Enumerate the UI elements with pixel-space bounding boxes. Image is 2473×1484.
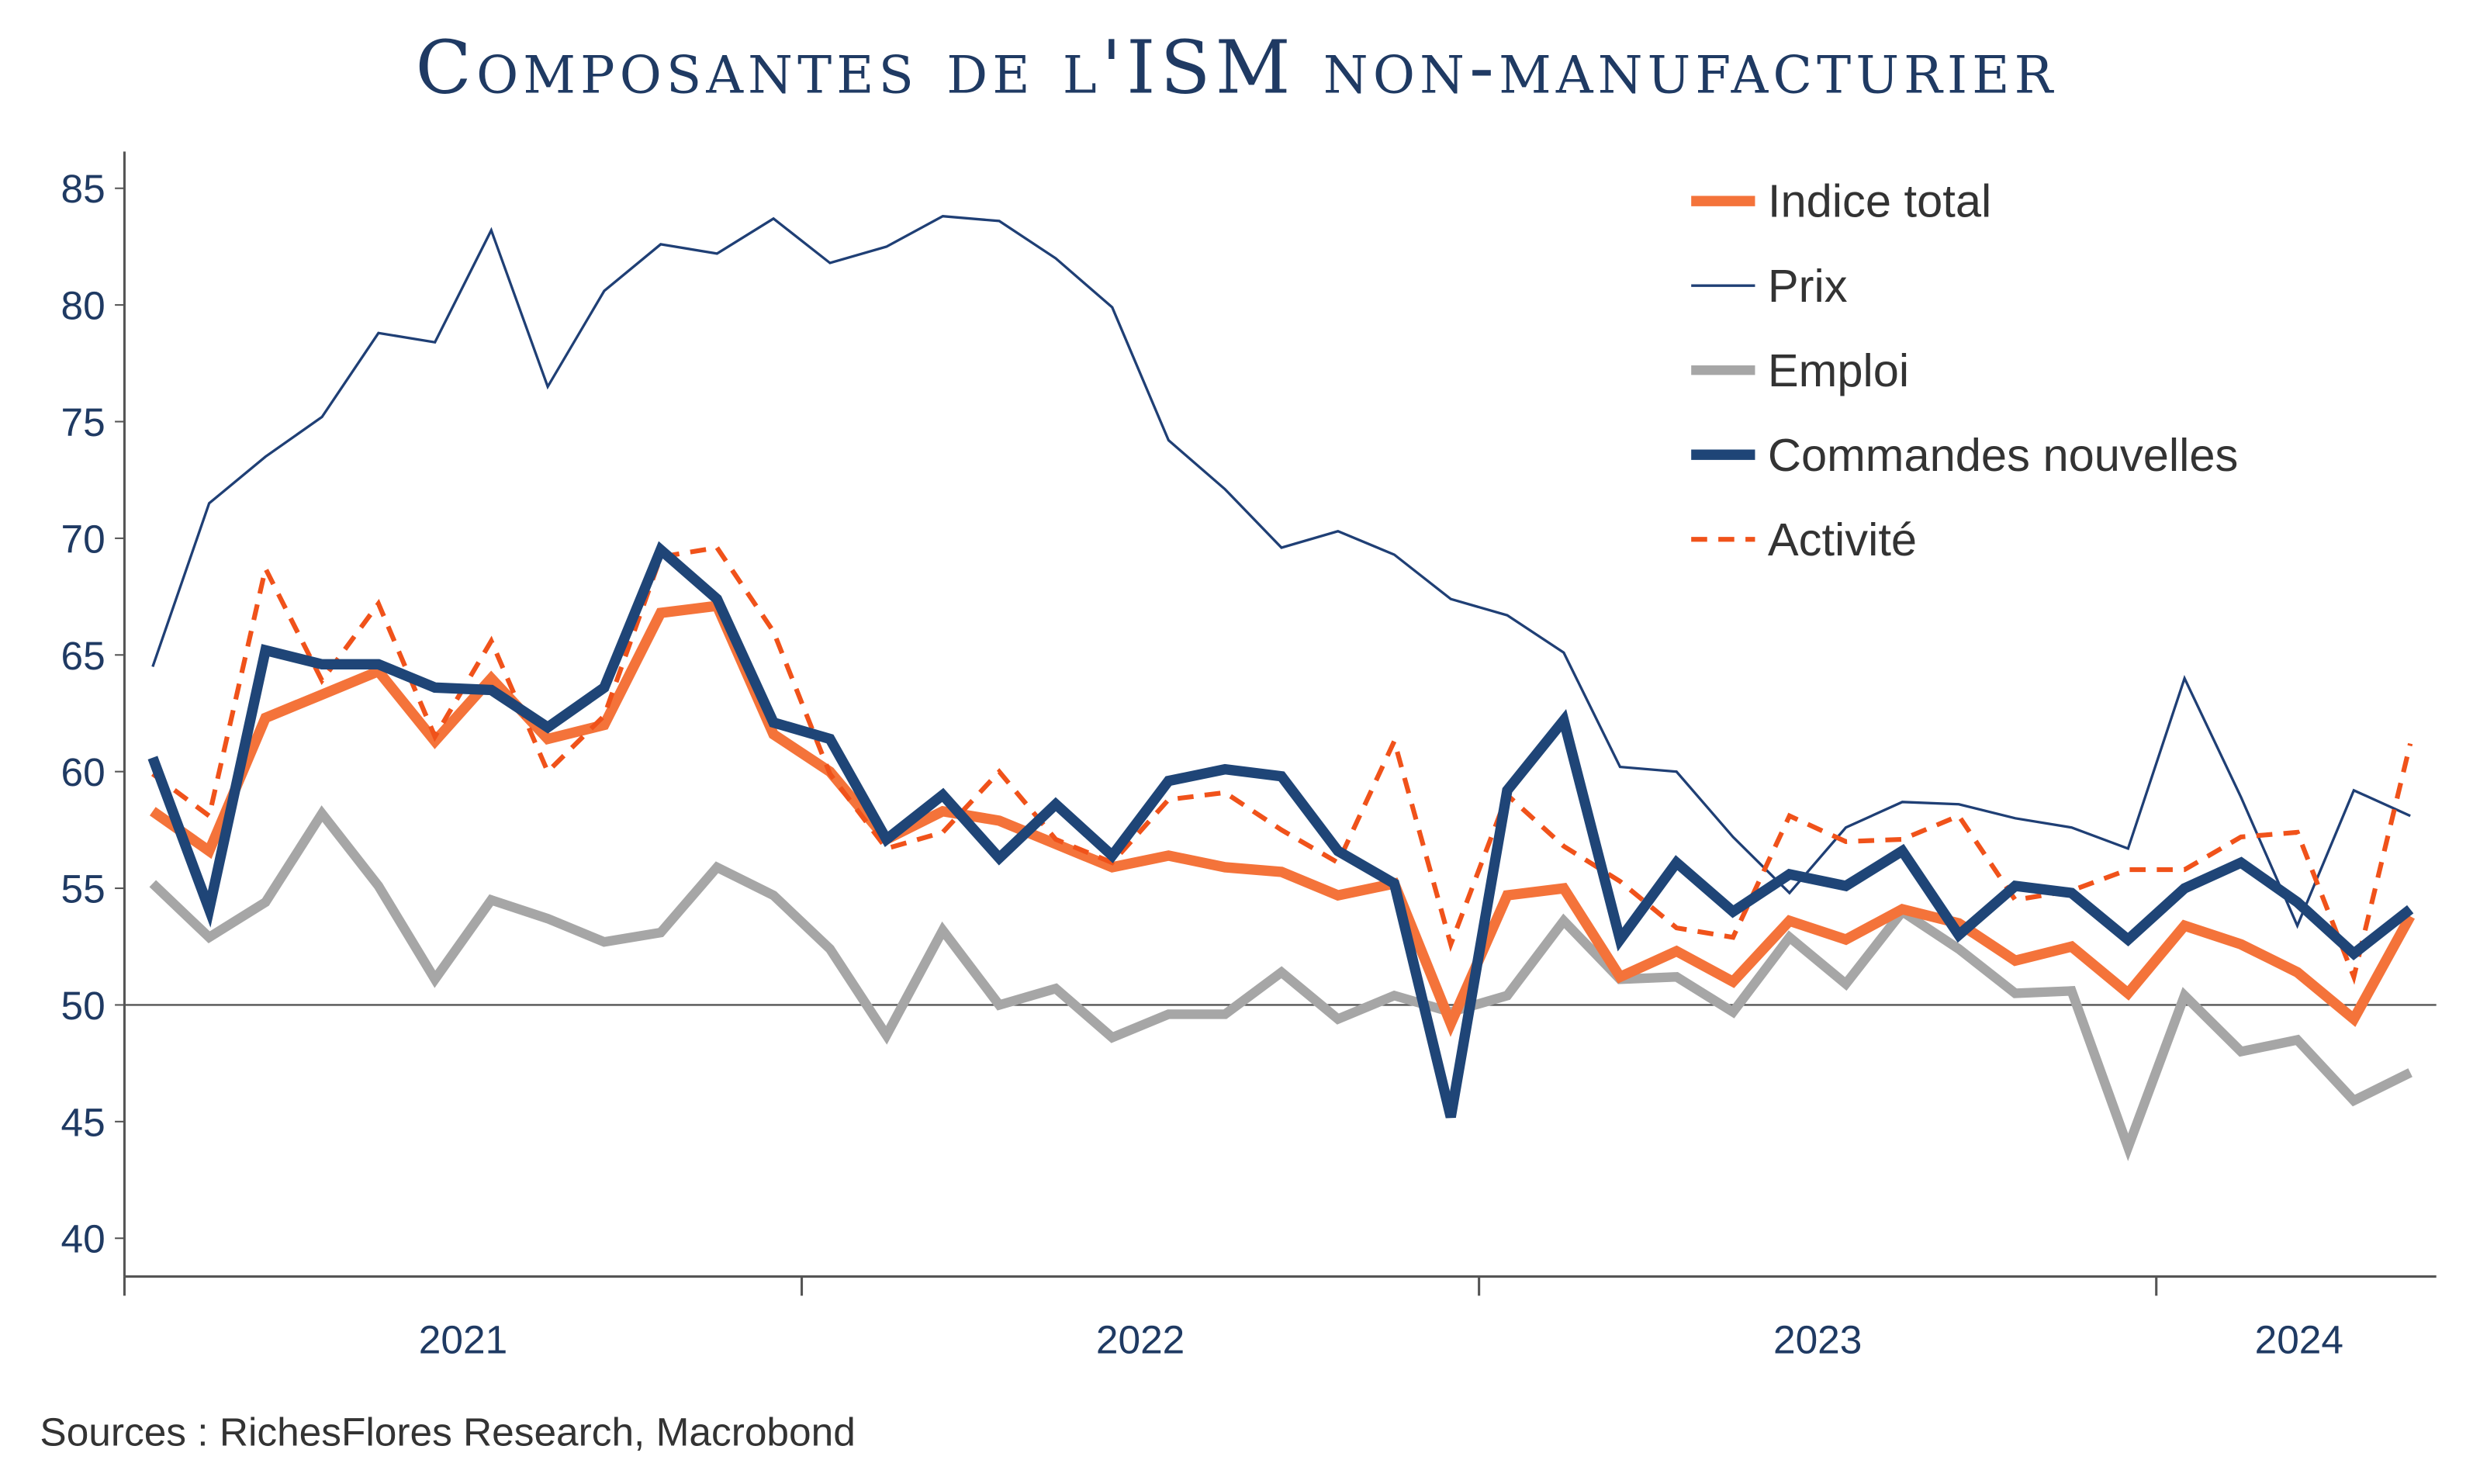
legend-label: Emploi xyxy=(1768,344,1909,396)
y-tick-label: 85 xyxy=(61,166,105,211)
legend-label: Prix xyxy=(1768,260,1848,312)
series-line-indice-total xyxy=(149,600,2416,1037)
series-line-activit- xyxy=(150,545,2413,985)
x-tick-label: 2023 xyxy=(1773,1316,1862,1361)
y-tick-label: 55 xyxy=(61,867,105,912)
y-tick-label: 45 xyxy=(61,1099,105,1144)
y-tick-label: 50 xyxy=(61,983,105,1028)
y-tick-label: 40 xyxy=(61,1216,105,1261)
legend-label: Indice total xyxy=(1768,175,1991,227)
legend-label: Commandes nouvelles xyxy=(1768,429,2238,481)
legend-label: Activité xyxy=(1768,514,1917,566)
y-tick-label: 70 xyxy=(61,516,105,561)
y-tick-label: 80 xyxy=(61,283,105,328)
series-line-emploi xyxy=(149,805,2412,1161)
y-tick-label: 75 xyxy=(61,400,105,445)
y-tick-label: 65 xyxy=(61,633,105,678)
x-tick-label: 2022 xyxy=(1096,1316,1185,1361)
x-tick-label: 2024 xyxy=(2255,1316,2343,1361)
chart-title: Composantes de l'ISM non-manufacturier xyxy=(416,25,2058,110)
source-note: Sources : RichesFlores Research, Macrobo… xyxy=(40,1410,855,1455)
x-tick-label: 2021 xyxy=(419,1316,507,1361)
y-tick-label: 60 xyxy=(61,749,105,794)
series-line-commandes-nouvelles xyxy=(147,541,2414,1119)
series-line-prix xyxy=(151,215,2411,929)
